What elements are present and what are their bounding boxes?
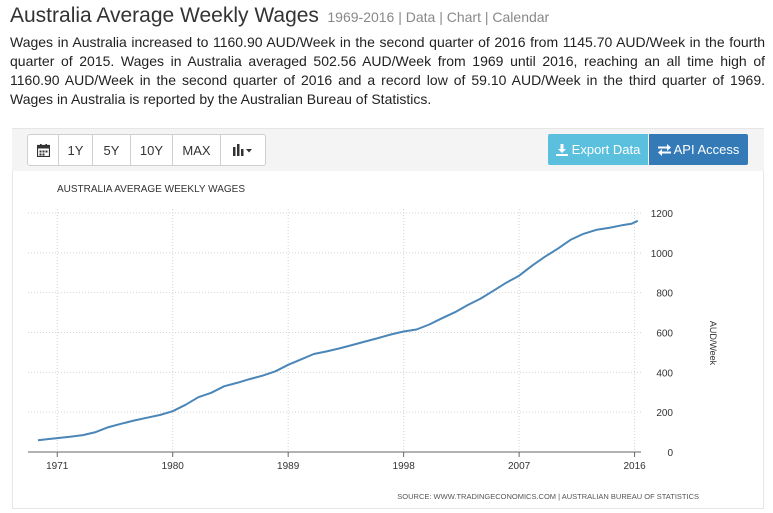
x-tick-label: 1989 xyxy=(277,461,300,472)
page-title: Australia Average Weekly Wages xyxy=(10,4,319,27)
x-tick-label: 1998 xyxy=(393,461,416,472)
range-button-group: 1Y 5Y 10Y MAX xyxy=(27,134,266,166)
description: Wages in Australia increased to 1160.90 … xyxy=(10,34,765,107)
x-tick-label: 2016 xyxy=(623,461,646,472)
api-access-button[interactable]: API Access xyxy=(649,134,748,165)
y-tick-label: 400 xyxy=(656,368,673,379)
chart-title: AUSTRALIA AVERAGE WEEKLY WAGES xyxy=(57,184,245,195)
chart-toolbar: 1Y 5Y 10Y MAX Export Data API Access xyxy=(12,128,764,171)
page-header: Australia Average Weekly Wages 1969-2016… xyxy=(10,4,765,109)
chart-source: SOURCE: WWW.TRADINGECONOMICS.COM | AUSTR… xyxy=(397,492,699,501)
series-layer xyxy=(37,219,639,442)
chart-type-button[interactable] xyxy=(221,135,265,165)
caret-down-icon xyxy=(246,149,252,153)
y-axis-label: AUD/Week xyxy=(708,321,718,366)
export-data-label: Export Data xyxy=(571,142,641,157)
bar-chart-icon xyxy=(233,144,252,156)
x-axis: 1971 1980 1989 1998 2007 2016 xyxy=(28,451,646,472)
range-10y-button[interactable]: 10Y xyxy=(131,135,173,165)
range-5y-button[interactable]: 5Y xyxy=(93,135,131,165)
y-tick-label: 1000 xyxy=(651,249,674,260)
title-row: Australia Average Weekly Wages 1969-2016… xyxy=(10,4,765,28)
range-max-button[interactable]: MAX xyxy=(173,135,221,165)
x-tick-label: 1971 xyxy=(46,461,69,472)
wages-line-chart: 1971 1980 1989 1998 2007 2016 0 200 400 600 800 10… xyxy=(28,184,718,501)
y-tick-label: 0 xyxy=(667,448,673,459)
export-data-button[interactable]: Export Data xyxy=(548,134,648,165)
x-tick-label: 1980 xyxy=(162,461,185,472)
download-icon xyxy=(555,143,568,156)
calendar-icon xyxy=(36,143,50,157)
chart-panel: 1971 1980 1989 1998 2007 2016 0 200 400 600 800 10… xyxy=(12,171,764,509)
y-tick-label: 600 xyxy=(656,329,673,340)
y-tick-label: 200 xyxy=(656,408,673,419)
calendar-button[interactable] xyxy=(28,135,59,165)
api-access-label: API Access xyxy=(673,142,740,157)
chart-grid xyxy=(28,209,641,453)
range-1y-button[interactable]: 1Y xyxy=(59,135,93,165)
exchange-icon xyxy=(657,143,671,156)
y-tick-label: 800 xyxy=(656,289,673,300)
series-line xyxy=(37,219,639,442)
title-links[interactable]: 1969-2016 | Data | Chart | Calendar xyxy=(327,9,550,25)
x-tick-label: 2007 xyxy=(508,461,531,472)
y-tick-label: 1200 xyxy=(651,209,674,220)
y-axis: 0 200 400 600 800 1000 1200 xyxy=(651,209,674,459)
